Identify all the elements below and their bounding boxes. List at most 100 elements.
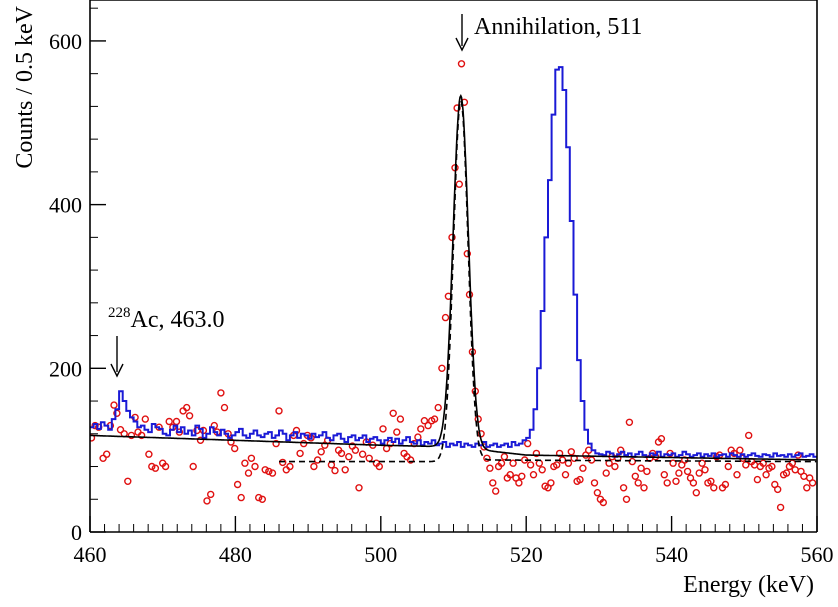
data-point: [244, 469, 253, 477]
data-point: [414, 433, 422, 441]
data-point: [251, 462, 259, 471]
data-point: [241, 459, 249, 467]
data-point: [455, 180, 463, 188]
data-point: [389, 409, 397, 417]
data-point: [247, 454, 256, 462]
data-point: [675, 469, 683, 477]
annotation-arrow-511-head: [455, 37, 469, 52]
data-point: [227, 438, 235, 446]
annotation-ac228: 228Ac, 463.0: [108, 305, 224, 378]
annotation-ac228-superscript: 228: [108, 305, 131, 321]
x-tick-label: 460: [74, 542, 107, 567]
data-point: [327, 461, 336, 469]
data-point: [782, 469, 791, 477]
data-point: [742, 461, 750, 469]
data-point: [286, 462, 294, 471]
data-point: [506, 471, 514, 479]
data-point: [124, 477, 132, 485]
data-point: [331, 466, 339, 475]
data-point: [643, 467, 651, 476]
data-point: [148, 462, 156, 471]
data-point: [300, 439, 308, 448]
data-point: [611, 462, 619, 471]
data-point: [268, 469, 277, 477]
data-point: [628, 457, 636, 466]
data-point: [375, 462, 383, 471]
data-point: [721, 480, 730, 489]
data-point: [535, 459, 543, 467]
data-point: [622, 495, 631, 503]
y-tick-label: 0: [71, 520, 82, 545]
data-point: [237, 493, 245, 502]
data-point: [196, 436, 205, 444]
data-point: [698, 459, 706, 467]
fit-dashed-series: [279, 98, 817, 463]
data-point: [602, 469, 610, 477]
data-point: [275, 407, 283, 415]
y-ticks: 0 200 400 600: [49, 7, 106, 545]
data-point: [113, 409, 121, 417]
data-point: [483, 454, 491, 462]
data-point: [217, 389, 225, 397]
data-point: [710, 484, 718, 492]
data-point: [310, 462, 318, 471]
data-point: [220, 403, 229, 412]
data-point: [345, 453, 353, 461]
x-tick-label: 500: [364, 542, 397, 567]
y-tick-label: 200: [49, 356, 82, 381]
data-point: [509, 459, 517, 467]
y-tick-label: 400: [49, 193, 82, 218]
data-point: [524, 439, 532, 448]
annotation-ac228-label: 228Ac, 463.0: [108, 305, 224, 333]
data-point: [547, 479, 555, 487]
data-point: [692, 489, 700, 497]
data-point: [637, 464, 645, 472]
y-tick-label: 600: [49, 29, 82, 54]
data-point: [640, 484, 648, 492]
data-point: [553, 461, 561, 469]
data-point: [689, 479, 698, 487]
axes: 460 480 500 520 540 560 0 200 400 600: [49, 0, 834, 567]
data-point: [619, 484, 628, 492]
data-point: [396, 415, 405, 423]
data-point: [724, 462, 732, 471]
x-tick-label: 560: [801, 542, 834, 567]
data-point: [599, 498, 607, 507]
data-point: [683, 467, 692, 476]
data-point: [151, 464, 160, 472]
data-point: [296, 449, 304, 458]
data-point: [393, 428, 401, 436]
x-tick-label: 520: [510, 542, 543, 567]
data-point: [406, 456, 415, 464]
data-point: [453, 104, 461, 112]
data-point: [579, 464, 587, 472]
annotation-ac228-text: Ac, 463.0: [131, 307, 225, 333]
data-point: [701, 466, 709, 474]
data-point: [669, 459, 677, 467]
data-point: [102, 450, 111, 458]
data-point: [386, 439, 394, 448]
data-point: [567, 448, 575, 456]
data-point: [417, 425, 425, 433]
data-point: [127, 431, 136, 440]
data-point: [457, 60, 466, 68]
x-tick-label: 480: [219, 542, 252, 567]
data-point: [434, 403, 442, 412]
data-point: [733, 471, 741, 479]
data-point: [116, 426, 125, 434]
data-point: [657, 435, 666, 443]
data-point: [424, 421, 432, 430]
data-point: [753, 475, 762, 484]
data-point: [663, 479, 671, 487]
data-point: [165, 417, 173, 426]
data-point: [141, 415, 150, 423]
data-point: [759, 459, 767, 467]
data-point: [182, 403, 191, 412]
data-point: [529, 471, 538, 479]
data-point: [515, 479, 523, 487]
data-point: [172, 417, 181, 426]
data-point: [660, 471, 668, 479]
data-point: [438, 364, 446, 372]
data-point: [532, 449, 541, 458]
